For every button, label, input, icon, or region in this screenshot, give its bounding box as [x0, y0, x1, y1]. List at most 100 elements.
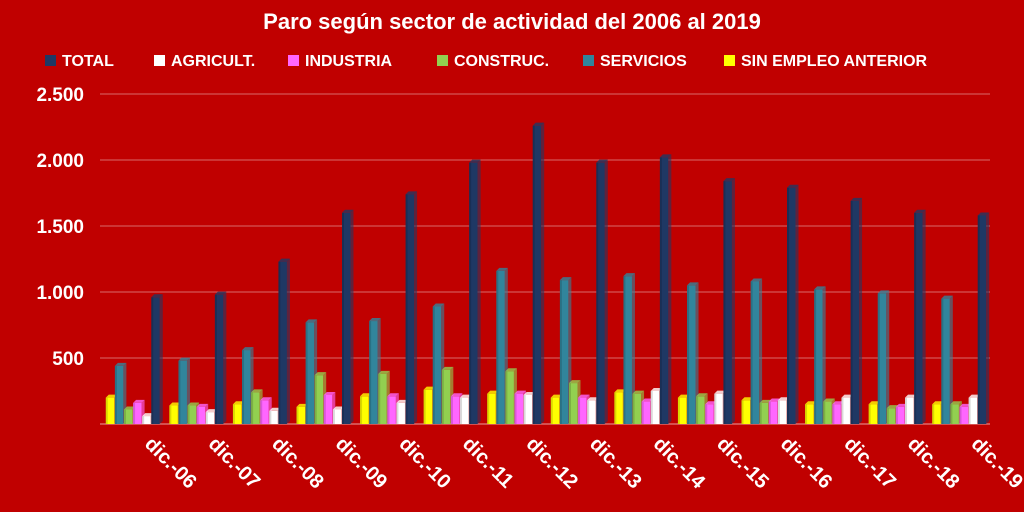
y-tick-label: 1.500 — [36, 217, 84, 238]
bar-face — [387, 396, 396, 424]
bar-face — [114, 365, 124, 424]
bar-face — [105, 397, 115, 424]
bar-shade — [342, 212, 344, 424]
bar-shade — [123, 409, 126, 424]
x-tick-label: dic.-07 — [204, 433, 264, 493]
bar-top — [496, 267, 508, 271]
x-axis: dic.-06 dic.-07 dic.-08 dic.-09 dic.-10 dic.-… — [140, 433, 1024, 494]
bar-total-dic-17 — [850, 197, 863, 424]
bar-face — [968, 397, 978, 424]
bar-shade — [387, 396, 390, 424]
bar-face — [568, 383, 578, 424]
bar-top — [332, 406, 345, 410]
bar-top — [932, 401, 944, 405]
bar-side — [949, 295, 953, 424]
bar-side — [223, 291, 227, 424]
bar-shade — [441, 369, 444, 424]
bar-side — [350, 209, 354, 424]
bar-total-dic-10 — [405, 191, 418, 424]
bar-face — [523, 394, 533, 424]
bar-face — [650, 391, 660, 424]
bar-top — [314, 372, 327, 376]
bar-side — [159, 294, 163, 424]
bar-face — [305, 322, 315, 424]
bar-face — [423, 389, 433, 424]
bar-face — [787, 187, 796, 424]
bar-shade — [114, 365, 117, 424]
bar-face — [805, 404, 814, 424]
bar-top — [151, 294, 163, 298]
bar-face — [342, 212, 351, 424]
bar-shade — [768, 401, 771, 424]
bar-top — [877, 290, 890, 294]
bar-face — [378, 373, 387, 424]
bar-top — [632, 390, 645, 394]
bar-shade — [296, 406, 299, 424]
bar-top — [977, 212, 990, 216]
bar-face — [296, 406, 305, 424]
bar-shade — [205, 412, 208, 424]
legend-label: SIN EMPLEO ANTERIOR — [741, 53, 928, 70]
bar-face — [905, 397, 914, 424]
bar-face — [532, 125, 542, 425]
bar-top — [460, 394, 472, 398]
bar-side — [477, 159, 481, 424]
bar-total-dic-09 — [342, 209, 354, 424]
bar-shade — [314, 375, 317, 424]
bar-shade — [596, 162, 599, 424]
bar-shade — [932, 404, 935, 424]
bar-shade — [805, 404, 808, 424]
bar-top — [378, 370, 390, 374]
bar-shade — [886, 408, 889, 424]
bar-shade — [632, 393, 635, 424]
bar-face — [278, 261, 287, 424]
bar-top — [814, 286, 826, 290]
bar-shade — [214, 294, 217, 424]
bar-shade — [895, 406, 898, 424]
bar-face — [850, 200, 860, 424]
bar-servicios-dic-19 — [941, 295, 953, 424]
bar-top — [614, 389, 626, 393]
bar-top — [205, 409, 218, 413]
bar-face — [959, 406, 969, 424]
bar-face — [360, 396, 369, 424]
bar-top — [914, 209, 926, 213]
x-tick-label: dic.-13 — [585, 433, 645, 493]
bars — [105, 122, 990, 425]
bar-face — [187, 405, 197, 424]
bar-top — [342, 209, 354, 213]
bar-top — [123, 406, 136, 410]
bar-side — [759, 278, 763, 424]
bar-side — [859, 197, 863, 424]
bar-side — [414, 191, 418, 424]
bar-servicios-dic-15 — [687, 282, 699, 424]
bar-top — [532, 122, 545, 126]
bar-face — [142, 416, 151, 424]
bar-total-dic-15 — [723, 178, 735, 424]
bar-face — [432, 306, 442, 424]
bar-side — [731, 178, 735, 424]
bar-face — [877, 293, 887, 424]
bar-top — [387, 393, 399, 397]
bar-shade — [505, 371, 508, 424]
x-tick-label: dic.-16 — [776, 433, 836, 493]
bar-shade — [305, 322, 308, 424]
bar-face — [623, 276, 632, 424]
bar-top — [514, 390, 527, 394]
legend-label: AGRICULT. — [171, 53, 255, 70]
bar-shade — [396, 402, 399, 424]
bar-top — [269, 407, 281, 411]
bar-side — [886, 290, 890, 424]
bar-shade — [777, 400, 780, 424]
bar-shade — [514, 393, 517, 424]
bar-face — [169, 405, 178, 424]
bar-face — [487, 393, 496, 424]
bar-shade — [496, 270, 499, 424]
bar-face — [505, 371, 514, 424]
bar-face — [614, 392, 623, 424]
bar-top — [968, 394, 981, 398]
bar-shade — [369, 321, 372, 424]
bar-face — [932, 404, 941, 424]
bar-shade — [968, 397, 971, 424]
bar-shade — [677, 397, 680, 424]
